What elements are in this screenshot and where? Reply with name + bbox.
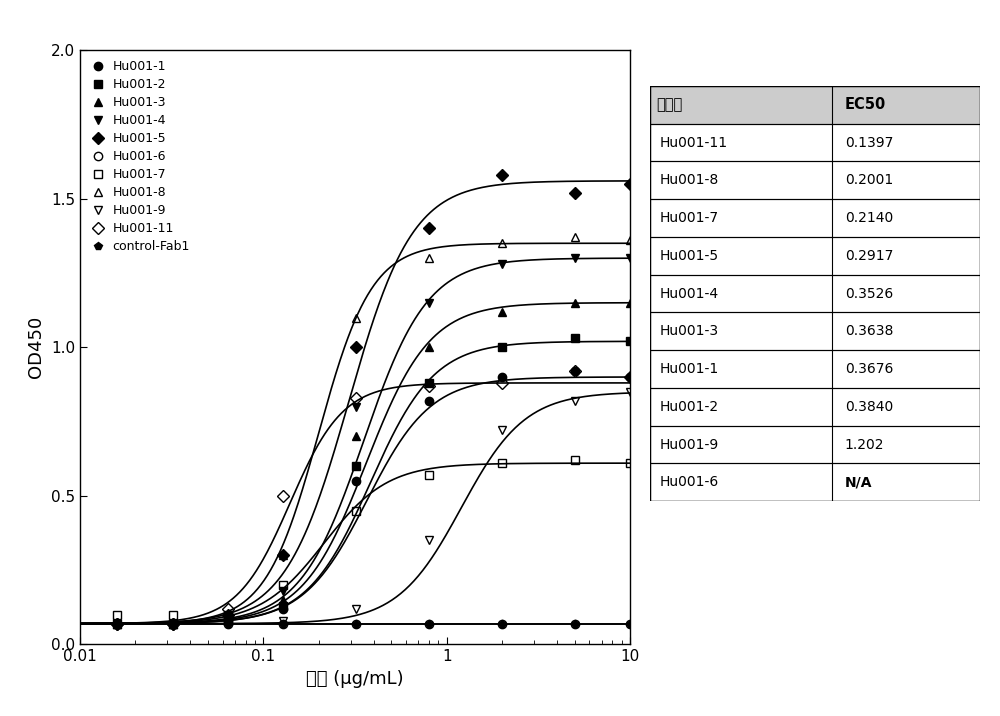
Text: 0.3638: 0.3638 [845,324,893,339]
Text: N/A: N/A [845,475,872,489]
Text: 1.202: 1.202 [845,437,884,452]
Text: Hu001-7: Hu001-7 [660,211,719,225]
Text: 0.2140: 0.2140 [845,211,893,225]
Bar [650,199,980,237]
Text: Hu001-11: Hu001-11 [660,135,728,150]
Bar [650,350,980,388]
Text: EC50: EC50 [845,97,886,112]
Bar [650,388,980,426]
Text: 0.3840: 0.3840 [845,400,893,414]
Text: Hu001-8: Hu001-8 [660,173,719,188]
Text: Hu001-2: Hu001-2 [660,400,719,414]
Text: 0.2917: 0.2917 [845,248,893,263]
Text: 0.1397: 0.1397 [845,135,893,150]
Text: Hu001-9: Hu001-9 [660,437,719,452]
Text: Hu001-6: Hu001-6 [660,475,719,489]
Bar [650,463,980,501]
Text: Hu001-1: Hu001-1 [660,362,719,376]
Bar [650,237,980,275]
Text: Hu001-4: Hu001-4 [660,286,719,301]
Y-axis label: OD450: OD450 [27,316,45,378]
Text: 0.3676: 0.3676 [845,362,893,376]
Bar [650,124,980,161]
Text: Hu001-3: Hu001-3 [660,324,719,339]
Text: Hu001-5: Hu001-5 [660,248,719,263]
Bar [650,426,980,463]
Legend: Hu001-1, Hu001-2, Hu001-3, Hu001-4, Hu001-5, Hu001-6, Hu001-7, Hu001-8, Hu001-9,: Hu001-1, Hu001-2, Hu001-3, Hu001-4, Hu00… [86,57,194,257]
Text: 0.2001: 0.2001 [845,173,893,188]
Text: 克隆号: 克隆号 [657,97,683,112]
X-axis label: 浓度 (μg/mL): 浓度 (μg/mL) [306,669,404,688]
Bar [650,312,980,350]
Bar [650,275,980,312]
Bar [650,161,980,199]
Bar [650,86,980,124]
Text: 0.3526: 0.3526 [845,286,893,301]
